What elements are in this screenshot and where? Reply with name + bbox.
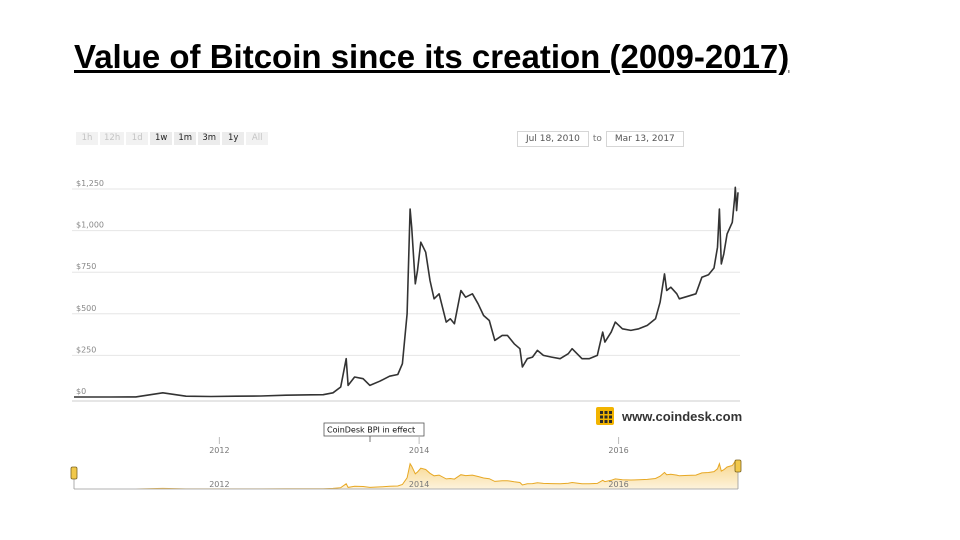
range-button-3m[interactable]: 3m	[198, 132, 221, 145]
y-tick-label: $250	[76, 345, 96, 354]
range-button-1h[interactable]: 1h	[76, 132, 98, 145]
range-buttons: 1h 12h 1d 1w 1m 3m 1y All	[76, 132, 269, 145]
coindesk-brand: www.coindesk.com	[596, 407, 742, 425]
date-range-picker: Jul 18, 2010 to Mar 13, 2017	[517, 131, 684, 147]
navigator-line	[74, 459, 739, 490]
range-button-1y[interactable]: 1y	[222, 132, 245, 145]
price-series-line	[74, 186, 739, 398]
coindesk-bpi-annotation: CoinDesk BPI in effect	[323, 422, 425, 442]
range-button-1w[interactable]: 1w	[150, 132, 173, 145]
date-to-word: to	[592, 134, 602, 144]
annotation-box	[323, 422, 425, 437]
range-button-1m[interactable]: 1m	[174, 132, 197, 145]
y-tick-label: $0	[76, 387, 86, 396]
logo-grid-icon	[600, 411, 612, 423]
y-tick-label: $1,000	[76, 221, 104, 230]
navigator-tick-label: 2014	[409, 480, 429, 489]
annotation-text: CoinDesk BPI in effect	[327, 426, 415, 435]
slide-title: Value of Bitcoin since its creation (200…	[74, 38, 790, 75]
date-from-input[interactable]: Jul 18, 2010	[517, 131, 589, 147]
y-axis-ticks: $0 $250 $500 $750 $1,000 $1,250	[76, 179, 104, 396]
navigator-tick-label: 2016	[608, 480, 628, 489]
navigator: 2012 2014 2016	[70, 459, 742, 490]
range-button-all[interactable]: All	[246, 132, 269, 145]
navigator-area	[74, 460, 738, 489]
x-tick-label: 2012	[209, 446, 229, 455]
navigator-tick-label: 2012	[209, 480, 229, 489]
navigator-right-handle[interactable]	[734, 459, 742, 473]
y-tick-label: $500	[76, 304, 96, 313]
x-axis-year-labels: 2012 2014 2016	[209, 437, 629, 455]
navigator-left-handle[interactable]	[70, 466, 78, 480]
x-tick-label: 2014	[409, 446, 429, 455]
range-button-1d[interactable]: 1d	[126, 132, 149, 145]
date-to-input[interactable]: Mar 13, 2017	[605, 131, 684, 147]
navigator-year-labels: 2012 2014 2016	[209, 480, 629, 489]
coindesk-brand-text: www.coindesk.com	[621, 409, 742, 424]
y-gridlines	[72, 188, 740, 356]
y-tick-label: $750	[76, 262, 96, 271]
y-tick-label: $1,250	[76, 179, 104, 188]
range-button-12h[interactable]: 12h	[100, 132, 125, 145]
x-tick-label: 2016	[608, 446, 628, 455]
